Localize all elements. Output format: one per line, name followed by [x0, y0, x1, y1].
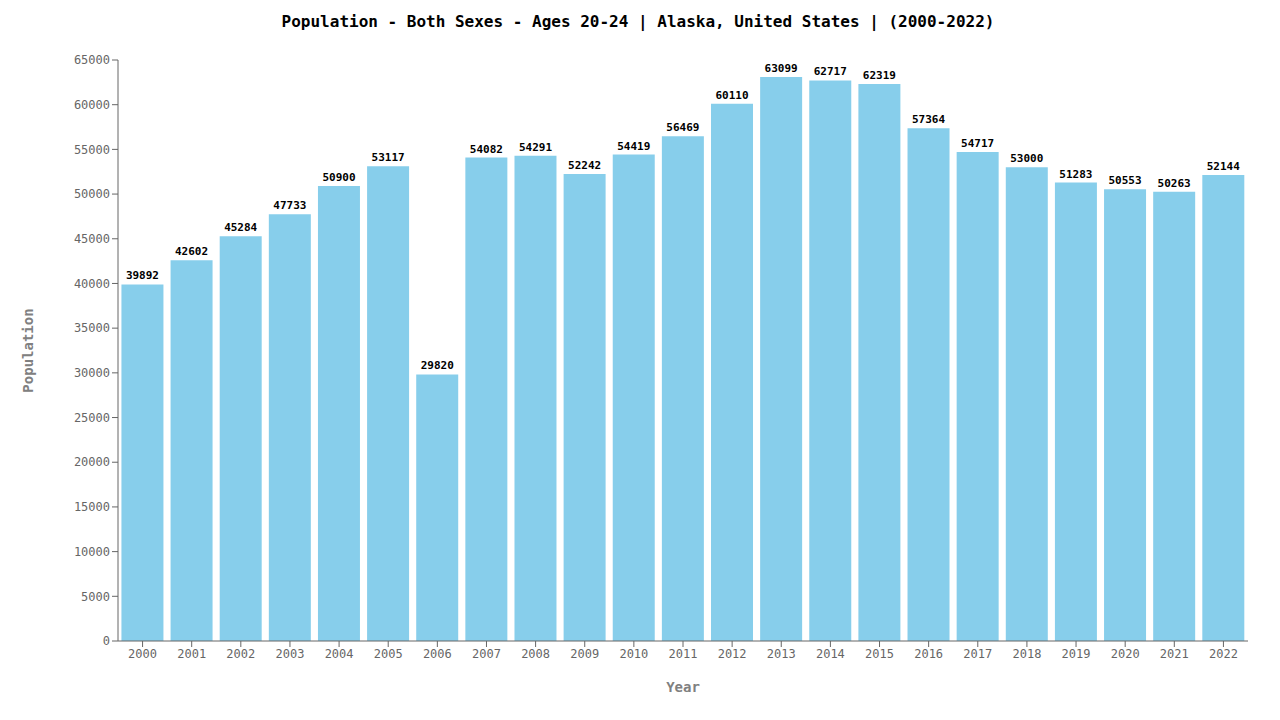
svg-text:2002: 2002	[226, 647, 255, 661]
svg-text:15000: 15000	[74, 500, 110, 514]
svg-text:40000: 40000	[74, 277, 110, 291]
svg-text:50553: 50553	[1108, 174, 1141, 187]
svg-text:60000: 60000	[74, 98, 110, 112]
svg-text:52242: 52242	[568, 159, 601, 172]
svg-text:Population: Population	[20, 308, 36, 392]
svg-text:25000: 25000	[74, 411, 110, 425]
svg-text:54291: 54291	[519, 141, 552, 154]
svg-text:35000: 35000	[74, 321, 110, 335]
svg-text:53117: 53117	[372, 151, 405, 164]
svg-text:45000: 45000	[74, 232, 110, 246]
svg-text:50263: 50263	[1158, 177, 1191, 190]
svg-text:2020: 2020	[1111, 647, 1140, 661]
svg-text:2018: 2018	[1012, 647, 1041, 661]
svg-text:50000: 50000	[74, 187, 110, 201]
svg-text:2000: 2000	[128, 647, 157, 661]
svg-text:53000: 53000	[1010, 152, 1043, 165]
svg-text:10000: 10000	[74, 545, 110, 559]
svg-text:54717: 54717	[961, 137, 994, 150]
svg-text:2021: 2021	[1160, 647, 1189, 661]
svg-text:2019: 2019	[1062, 647, 1091, 661]
svg-text:2022: 2022	[1209, 647, 1238, 661]
svg-text:29820: 29820	[421, 359, 454, 372]
svg-text:2005: 2005	[374, 647, 403, 661]
svg-text:2016: 2016	[914, 647, 943, 661]
svg-text:2015: 2015	[865, 647, 894, 661]
svg-text:45284: 45284	[224, 221, 257, 234]
svg-text:2001: 2001	[177, 647, 206, 661]
svg-text:2009: 2009	[570, 647, 599, 661]
svg-text:2017: 2017	[963, 647, 992, 661]
svg-text:30000: 30000	[74, 366, 110, 380]
svg-text:2003: 2003	[276, 647, 305, 661]
svg-text:2008: 2008	[521, 647, 550, 661]
svg-text:42602: 42602	[175, 245, 208, 258]
svg-text:54419: 54419	[617, 140, 650, 153]
svg-text:2011: 2011	[669, 647, 698, 661]
svg-text:65000: 65000	[74, 53, 110, 67]
svg-text:62717: 62717	[814, 65, 847, 78]
svg-text:Year: Year	[666, 679, 700, 695]
svg-text:20000: 20000	[74, 455, 110, 469]
svg-text:2012: 2012	[718, 647, 747, 661]
svg-text:5000: 5000	[81, 590, 110, 604]
svg-text:47733: 47733	[273, 199, 306, 212]
svg-text:62319: 62319	[863, 69, 896, 82]
svg-text:2004: 2004	[325, 647, 354, 661]
svg-text:2007: 2007	[472, 647, 501, 661]
svg-text:55000: 55000	[74, 143, 110, 157]
svg-text:54082: 54082	[470, 143, 503, 156]
html-text:Population - Both Sexes - Ages: Population - Both Sexes - Ages 20-24 | A…	[281, 12, 995, 31]
svg-text:2013: 2013	[767, 647, 796, 661]
svg-text:0: 0	[103, 634, 110, 648]
svg-text:2010: 2010	[619, 647, 648, 661]
svg-text:51283: 51283	[1059, 168, 1092, 181]
svg-text:57364: 57364	[912, 113, 945, 126]
svg-text:2006: 2006	[423, 647, 452, 661]
svg-text:2014: 2014	[816, 647, 845, 661]
svg-text:39892: 39892	[126, 269, 159, 282]
svg-text:63099: 63099	[765, 62, 798, 75]
svg-text:56469: 56469	[666, 121, 699, 134]
svg-text:60110: 60110	[715, 89, 748, 102]
svg-text:50900: 50900	[322, 171, 355, 184]
svg-text:52144: 52144	[1207, 160, 1240, 173]
